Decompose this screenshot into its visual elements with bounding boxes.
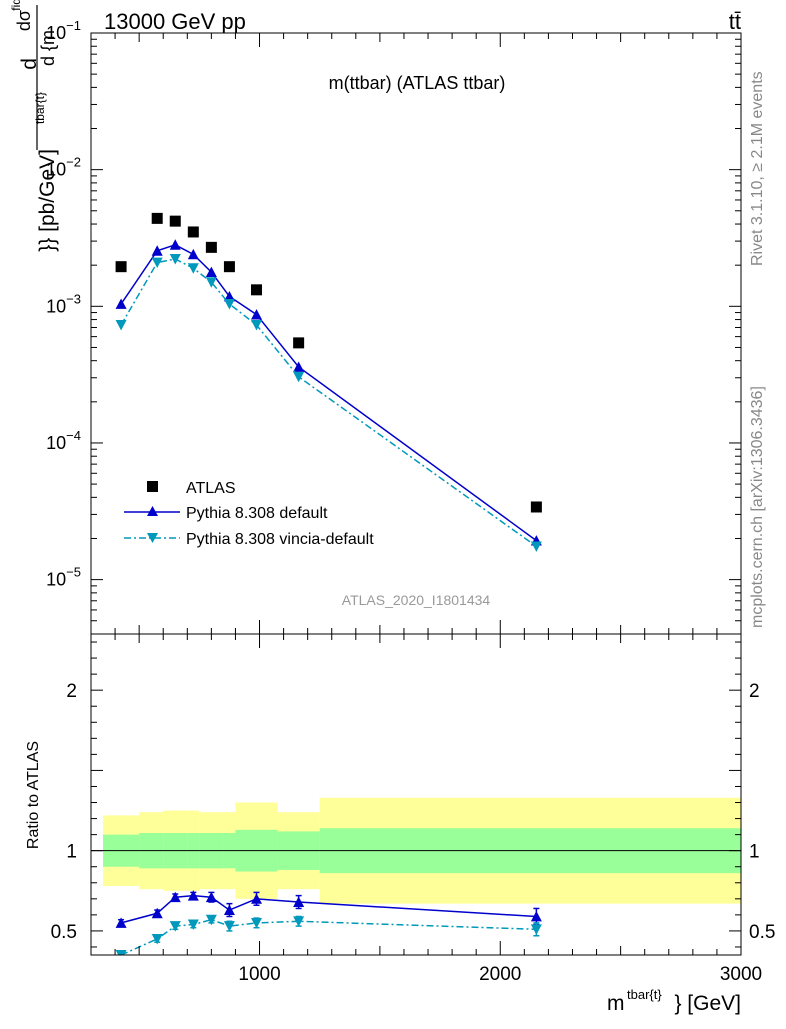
ratio-y-axis-label: Ratio to ATLAS xyxy=(25,741,42,849)
ratio-point-0 xyxy=(251,893,263,904)
ratio-plot-panel: 0.5 0.5 1 1 2 2 1000 2000 3000 Ratio to ATLAS m… xyxy=(25,633,775,1015)
ratio-point-0 xyxy=(293,896,305,907)
ratio-plot-data xyxy=(115,890,542,955)
ratio-y-axis-ticks: 0.5 0.5 1 1 2 2 xyxy=(51,641,775,948)
main-plot-data xyxy=(115,212,542,552)
y-tick-label: 10−3 xyxy=(46,291,81,316)
data-point-0 xyxy=(187,226,199,238)
main-y-axis-ticks: 10−5 10−4 10−3 10−2 10−1 xyxy=(46,18,741,635)
ratio-point-1 xyxy=(187,919,199,931)
ratio-uncertainty-bands xyxy=(91,797,741,904)
y-label-subscript: tbar{t} xyxy=(33,92,47,124)
data-point-1 xyxy=(151,245,163,256)
y-label-fid: fid xyxy=(9,0,23,11)
data-point-1 xyxy=(251,309,263,320)
data-point-2 xyxy=(251,320,263,331)
ratio-point-1 xyxy=(205,914,217,926)
y-label-units: }} [pb/GeV] xyxy=(36,149,59,252)
data-point-0 xyxy=(530,501,542,513)
ratio-point-0 xyxy=(205,891,217,903)
ratio-point-1 xyxy=(223,921,235,932)
ratio-y-tick-label-right: 0.5 xyxy=(749,922,775,943)
data-point-2 xyxy=(205,277,217,288)
ratio-y-tick-label: 0.5 xyxy=(51,922,77,943)
x-tick-label: 2000 xyxy=(479,964,521,985)
ratio-plot-frame xyxy=(90,633,742,956)
main-y-axis-label: d dσ fid d {m tbar{t} }} [pb/GeV] xyxy=(9,0,59,252)
analysis-watermark: ATLAS_2020_I1801434 xyxy=(342,592,491,608)
ratio-point-1 xyxy=(293,916,305,927)
x-axis-label: m tbar{t} } [GeV] xyxy=(607,987,741,1015)
data-point-0 xyxy=(205,241,217,253)
data-point-1 xyxy=(115,298,127,309)
series-line-2 xyxy=(120,258,537,548)
legend-marker-pythia-default xyxy=(147,506,158,516)
y-label-denominator: d {m xyxy=(38,30,58,66)
data-point-2 xyxy=(151,257,163,269)
data-point-1 xyxy=(293,361,305,372)
ratio-point-0 xyxy=(169,891,181,903)
legend-marker-pythia-vincia xyxy=(147,533,158,543)
data-point-0 xyxy=(115,261,127,273)
data-point-2 xyxy=(187,263,199,274)
data-point-0 xyxy=(151,212,163,224)
y-tick-label: 10−5 xyxy=(46,565,81,590)
data-point-2 xyxy=(223,299,235,310)
ratio-point-0 xyxy=(530,910,542,922)
legend-label-pythia-default: Pythia 8.308 default xyxy=(186,505,328,522)
legend-label-pythia-vincia: Pythia 8.308 vincia-default xyxy=(186,531,374,548)
data-point-1 xyxy=(223,290,235,302)
ratio-y-tick-label-right: 2 xyxy=(749,681,760,702)
x-tick-label: 1000 xyxy=(238,964,280,985)
data-point-0 xyxy=(223,261,235,273)
y-label-d: d xyxy=(18,58,41,70)
data-point-2 xyxy=(169,254,181,265)
data-point-1 xyxy=(187,248,199,260)
ratio-point-0 xyxy=(187,890,199,901)
y-tick-label: 10−4 xyxy=(46,428,81,453)
ratio-point-0 xyxy=(151,907,163,919)
data-point-0 xyxy=(251,284,263,296)
data-point-0 xyxy=(293,337,305,349)
plot-title: m(ttbar) (ATLAS ttbar) xyxy=(329,73,506,93)
ratio-y-tick-label: 1 xyxy=(66,842,77,863)
x-tick-label: 3000 xyxy=(720,964,762,985)
legend-marker-atlas xyxy=(147,481,158,492)
x-label-superscript: tbar{t} xyxy=(627,987,662,1002)
ratio-point-1 xyxy=(115,950,127,955)
y-label-dsigma: dσ xyxy=(14,10,34,31)
y-tick-label: 10−1 xyxy=(46,18,81,43)
x-label-m: m xyxy=(607,992,625,1015)
ratio-y-tick-label: 2 xyxy=(66,681,77,702)
data-point-1 xyxy=(205,266,217,278)
ratio-x-axis-ticks: 1000 2000 3000 xyxy=(90,634,762,985)
data-point-1 xyxy=(169,239,181,250)
data-point-0 xyxy=(169,215,181,227)
rivet-version-label: Rivet 3.1.10, ≥ 2.1M events xyxy=(749,71,766,266)
data-point-2 xyxy=(293,371,305,383)
header-energy-label: 13000 GeV pp xyxy=(104,9,246,34)
y-tick-label: 10−2 xyxy=(46,155,81,180)
header-process-label: tt̄ xyxy=(729,9,741,34)
mcplots-label: mcplots.cern.ch [arXiv:1306.3436] xyxy=(749,386,766,628)
legend: ATLAS Pythia 8.308 default Pythia 8.308 … xyxy=(124,480,374,548)
data-point-2 xyxy=(115,320,127,331)
ratio-point-1 xyxy=(151,934,163,945)
main-plot-panel: m(ttbar) (ATLAS ttbar) ATLAS_2020_I18014… xyxy=(9,0,742,635)
ratio-point-0 xyxy=(223,904,235,916)
ratio-point-1 xyxy=(530,924,542,935)
ratio-point-0 xyxy=(115,917,127,928)
data-point-2 xyxy=(530,541,542,552)
x-label-units: } [GeV] xyxy=(674,992,741,1015)
series-line-1 xyxy=(120,243,537,542)
ratio-y-tick-label-right: 1 xyxy=(749,842,760,863)
ratio-point-1 xyxy=(251,917,263,929)
ratio-series-line-1 xyxy=(120,918,537,955)
ratio-point-1 xyxy=(169,921,181,932)
legend-label-atlas: ATLAS xyxy=(186,480,236,497)
